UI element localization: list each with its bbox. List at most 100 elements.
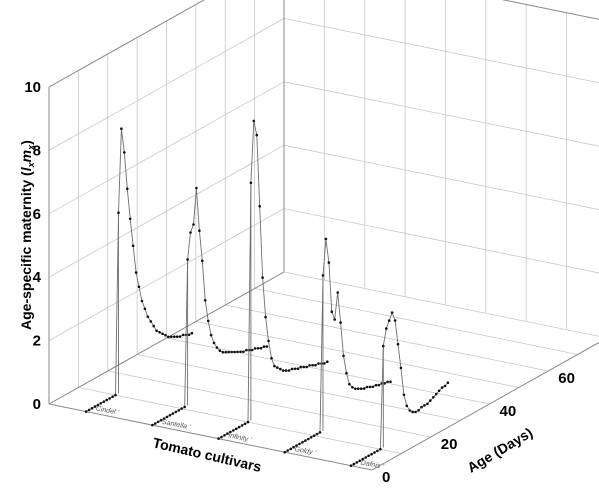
data-point [312, 434, 316, 438]
data-point [440, 386, 444, 389]
data-point [171, 412, 175, 415]
data-point [383, 382, 387, 385]
y-axis-title-x1: x [26, 161, 36, 168]
data-point [315, 432, 319, 436]
data-point [336, 291, 340, 294]
data-point [373, 451, 376, 454]
data-point [379, 447, 382, 451]
data-point [180, 407, 183, 410]
data-point [295, 444, 298, 447]
data-point [408, 409, 412, 412]
data-point [426, 402, 429, 406]
data-point [356, 387, 360, 391]
data-point [399, 366, 403, 370]
data-point [117, 211, 120, 214]
grid-floor-z-10 [78, 387, 402, 454]
data-point [349, 464, 353, 468]
series-line-santella [152, 187, 267, 426]
cultivar-label-dafnis: ‘ Dafnis ’ [357, 459, 385, 471]
data-point [364, 456, 368, 459]
data-point [156, 420, 160, 424]
z-tick-label: 60 [558, 370, 575, 387]
data-point [242, 350, 245, 354]
grid-floor-z-30 [137, 354, 461, 421]
data-point [223, 434, 226, 437]
data-point [203, 299, 207, 302]
data-point [437, 389, 441, 393]
y-axis-title-main: Age-specific maternity ( [18, 171, 34, 330]
data-point [212, 341, 216, 345]
data-point [227, 350, 230, 354]
data-point [162, 417, 166, 420]
data-point [308, 364, 311, 367]
data-point [250, 348, 254, 352]
data-point [362, 387, 366, 390]
data-point [259, 346, 263, 350]
data-point [371, 385, 375, 389]
data-point [318, 431, 322, 434]
data-point [327, 261, 331, 264]
data-point [84, 410, 88, 413]
data-point [390, 311, 394, 314]
data-point [307, 437, 310, 441]
data-point [146, 315, 150, 319]
data-point [345, 371, 348, 375]
grid-floor-z-70 [254, 288, 578, 355]
data-point [370, 452, 373, 456]
data-point [175, 335, 179, 339]
grid-floor-z-50 [195, 321, 519, 388]
data-point [396, 342, 400, 346]
data-point [304, 439, 307, 442]
data-point [192, 223, 195, 226]
data-point [137, 285, 141, 289]
data-point [289, 447, 293, 451]
data-point [279, 367, 282, 371]
data-point [273, 364, 276, 368]
data-point [161, 332, 164, 336]
data-point [206, 319, 210, 323]
data-point [120, 127, 123, 130]
data-point [131, 244, 135, 247]
series-goldy [283, 237, 392, 454]
data-point [217, 437, 220, 440]
data-point [143, 307, 147, 311]
data-point [284, 369, 288, 372]
data-point [187, 333, 191, 337]
data-point [321, 274, 325, 277]
data-point [218, 349, 222, 353]
data-point [333, 318, 337, 321]
data-point [405, 404, 409, 408]
data-point [317, 362, 320, 365]
data-point [165, 415, 169, 419]
data-point [446, 381, 450, 385]
data-point [298, 442, 301, 446]
data-point [323, 362, 326, 365]
data-point [174, 410, 178, 414]
data-point [189, 231, 192, 234]
data-point [126, 187, 129, 191]
data-point [287, 369, 291, 372]
y-tick-label: 6 [33, 206, 41, 223]
data-point [224, 350, 228, 354]
data-point [108, 397, 111, 400]
data-point [354, 387, 357, 391]
data-point [276, 366, 279, 369]
data-point [281, 369, 285, 372]
data-point [423, 404, 426, 407]
data-point [286, 449, 290, 452]
y-axis-title-m: m [18, 150, 34, 162]
data-point [245, 348, 248, 352]
z-tick-label: 40 [500, 403, 517, 420]
data-point [432, 396, 435, 399]
data-point [152, 324, 155, 328]
series-line-cindel [85, 128, 193, 412]
data-point [387, 319, 391, 322]
data-point [305, 365, 309, 369]
y-axis-title-close: ) [18, 140, 34, 145]
data-point [123, 151, 126, 154]
cultivar-label-goldy: ‘ Goldy ’ [290, 445, 317, 457]
data-point [128, 217, 132, 221]
data-point [151, 423, 154, 427]
grid-floor-z-20 [107, 370, 431, 438]
